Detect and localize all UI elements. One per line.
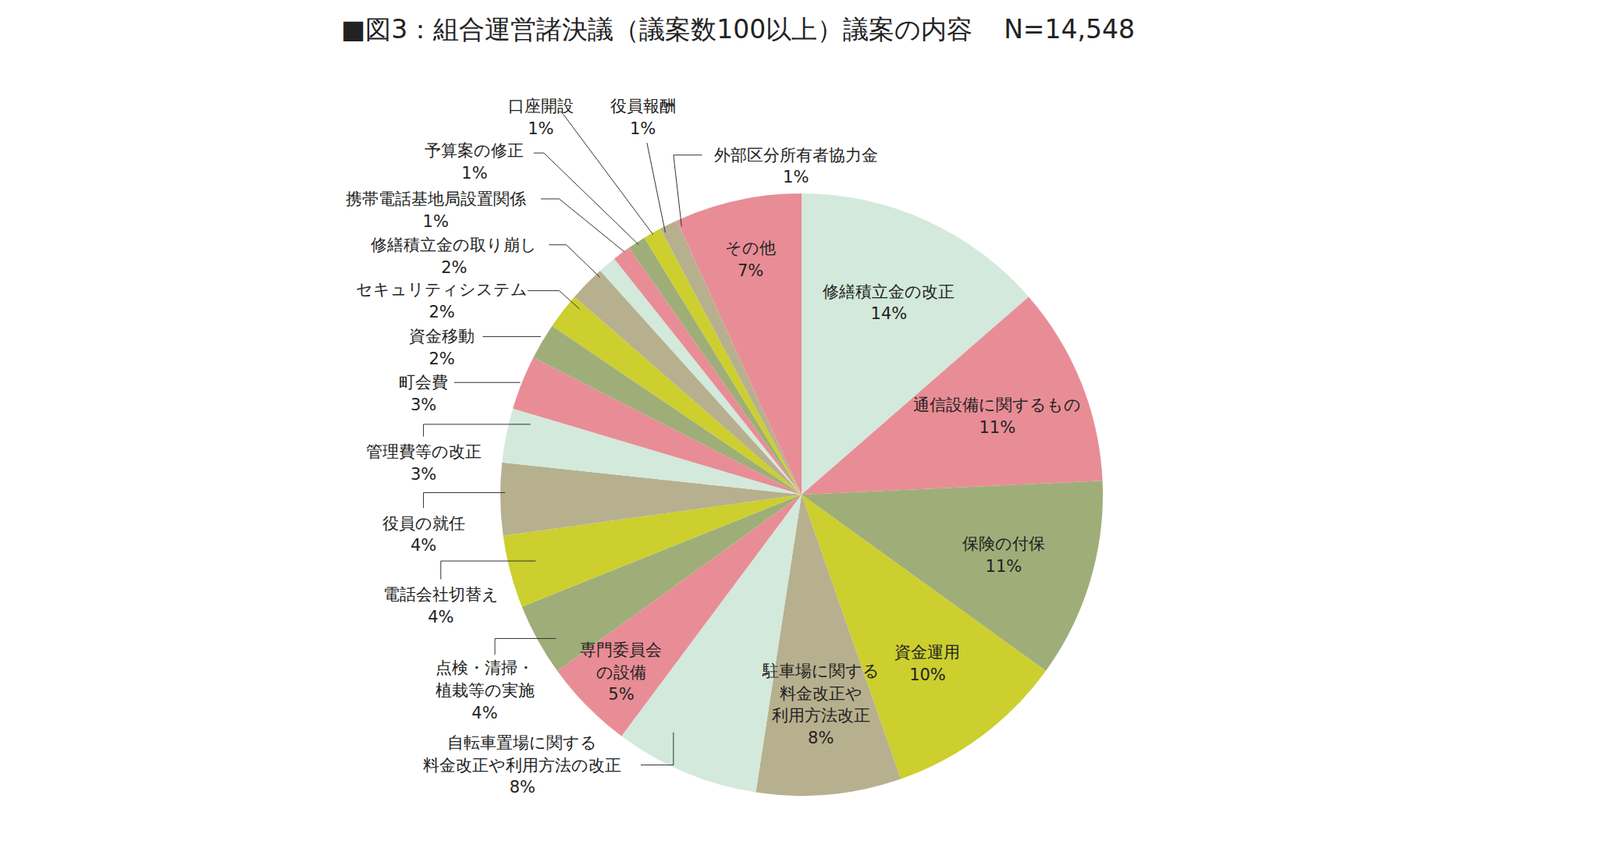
svg-text:11%: 11% <box>985 557 1023 576</box>
svg-text:1%: 1% <box>527 119 554 139</box>
svg-text:駐車場に関する: 駐車場に関する <box>761 661 880 681</box>
svg-text:役員報酬: 役員報酬 <box>610 96 676 116</box>
svg-text:資金運用: 資金運用 <box>894 643 960 662</box>
svg-text:3%: 3% <box>410 395 437 415</box>
svg-text:専門委員会: 専門委員会 <box>579 640 662 660</box>
svg-text:2%: 2% <box>428 302 455 322</box>
svg-text:利用方法改正: 利用方法改正 <box>771 706 871 726</box>
svg-text:5%: 5% <box>608 685 634 704</box>
svg-text:町会費: 町会費 <box>398 373 448 392</box>
svg-text:その他: その他 <box>725 238 776 258</box>
svg-text:14%: 14% <box>871 304 908 324</box>
svg-text:口座開設: 口座開設 <box>508 96 574 116</box>
svg-text:1%: 1% <box>423 212 449 232</box>
svg-text:1%: 1% <box>629 119 656 139</box>
svg-text:2%: 2% <box>428 349 455 369</box>
html-text:N=14,548: N=14,548 <box>1003 14 1135 45</box>
svg-text:8%: 8% <box>509 778 536 797</box>
svg-text:外部区分所有者協力金: 外部区分所有者協力金 <box>714 145 879 165</box>
svg-text:管理費等の改正: 管理費等の改正 <box>366 442 482 462</box>
svg-text:8%: 8% <box>807 728 834 748</box>
svg-text:3%: 3% <box>410 465 437 484</box>
svg-text:点検・清掃・: 点検・清掃・ <box>435 658 534 678</box>
svg-text:自転車置場に関する: 自転車置場に関する <box>447 733 598 753</box>
svg-text:予算案の修正: 予算案の修正 <box>424 141 524 160</box>
svg-text:役員の就任: 役員の就任 <box>382 514 466 534</box>
svg-text:資金移動: 資金移動 <box>408 327 475 346</box>
svg-text:通信設備に関するもの: 通信設備に関するもの <box>913 395 1081 415</box>
svg-text:1%: 1% <box>782 167 809 187</box>
html-text:■図3：組合運営諸決議（議案数100以上）議案の内容: ■図3：組合運営諸決議（議案数100以上）議案の内容 <box>341 14 973 45</box>
svg-text:1%: 1% <box>461 163 488 183</box>
svg-text:4%: 4% <box>410 536 437 555</box>
svg-text:携帯電話基地局設置関係: 携帯電話基地局設置関係 <box>345 189 527 209</box>
svg-text:11%: 11% <box>978 418 1016 438</box>
svg-text:料金改正や利用方法の改正: 料金改正や利用方法の改正 <box>423 756 622 776</box>
svg-text:植栽等の実施: 植栽等の実施 <box>435 681 535 701</box>
svg-text:料金改正や: 料金改正や <box>779 684 863 704</box>
svg-text:10%: 10% <box>909 665 946 685</box>
svg-text:電話会社切替え: 電話会社切替え <box>383 585 499 605</box>
svg-text:の設備: の設備 <box>596 663 647 683</box>
svg-text:7%: 7% <box>737 261 764 281</box>
svg-text:修繕積立金の取り崩し: 修繕積立金の取り崩し <box>370 235 537 255</box>
svg-text:修繕積立金の改正: 修繕積立金の改正 <box>822 282 955 302</box>
svg-text:4%: 4% <box>427 608 454 627</box>
svg-text:セキュリティシステム: セキュリティシステム <box>355 280 528 299</box>
svg-text:2%: 2% <box>440 258 467 278</box>
svg-text:4%: 4% <box>471 704 498 723</box>
svg-text:保険の付保: 保険の付保 <box>962 534 1046 554</box>
